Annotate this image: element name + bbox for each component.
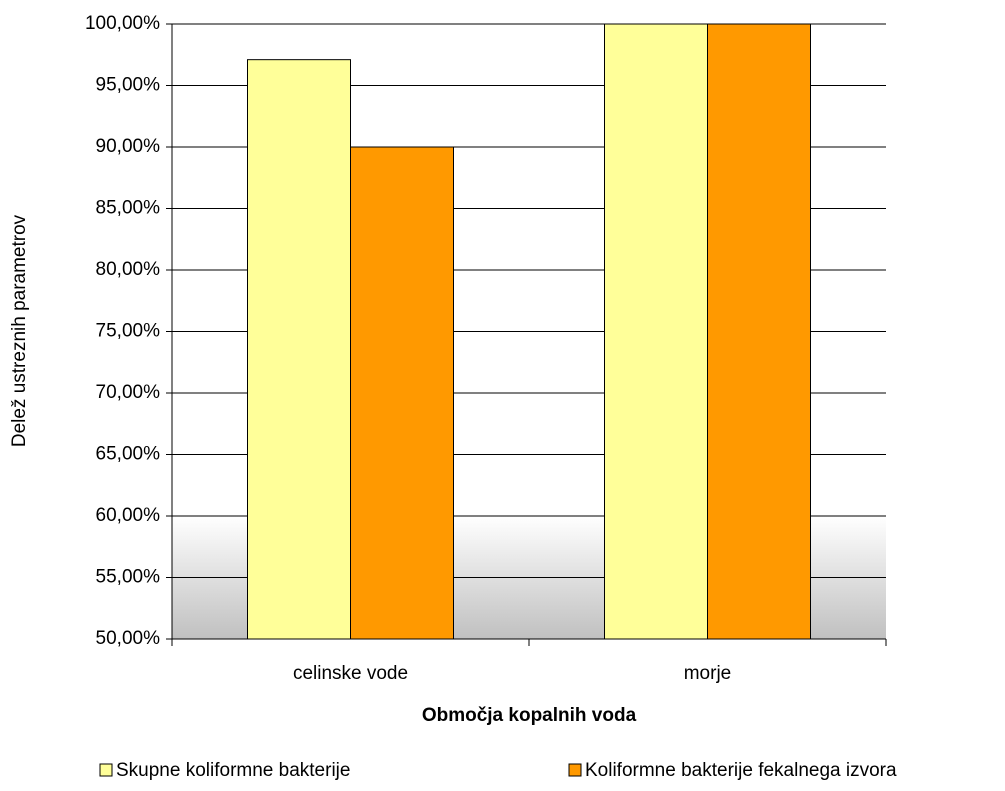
legend-label: Koliformne bakterije fekalnega izvora xyxy=(585,760,897,781)
legend-swatch xyxy=(568,763,582,777)
bar xyxy=(350,146,454,640)
y-tick-label: 85,00% xyxy=(96,198,161,219)
y-tick-label: 50,00% xyxy=(96,628,161,649)
y-tick-label: 80,00% xyxy=(96,259,161,280)
y-tick-label: 70,00% xyxy=(96,382,161,403)
x-tick-label: morje xyxy=(684,663,732,684)
legend-swatch xyxy=(99,763,113,777)
y-tick-label: 60,00% xyxy=(96,505,161,526)
bar xyxy=(707,23,811,640)
bar xyxy=(604,23,708,640)
y-tick-label: 95,00% xyxy=(96,75,161,96)
y-tick-label: 75,00% xyxy=(96,321,161,342)
y-tick-label: 100,00% xyxy=(85,13,160,34)
y-tick-label: 65,00% xyxy=(96,444,161,465)
bar xyxy=(247,59,351,640)
y-axis-title: Delež ustreznih parametrov xyxy=(9,214,30,447)
y-tick-label: 55,00% xyxy=(96,567,161,588)
y-tick-label: 90,00% xyxy=(96,136,161,157)
legend-label: Skupne koliformne bakterije xyxy=(116,760,350,781)
x-axis-title: Območja kopalnih voda xyxy=(422,705,637,726)
x-tick-label: celinske vode xyxy=(293,663,408,684)
